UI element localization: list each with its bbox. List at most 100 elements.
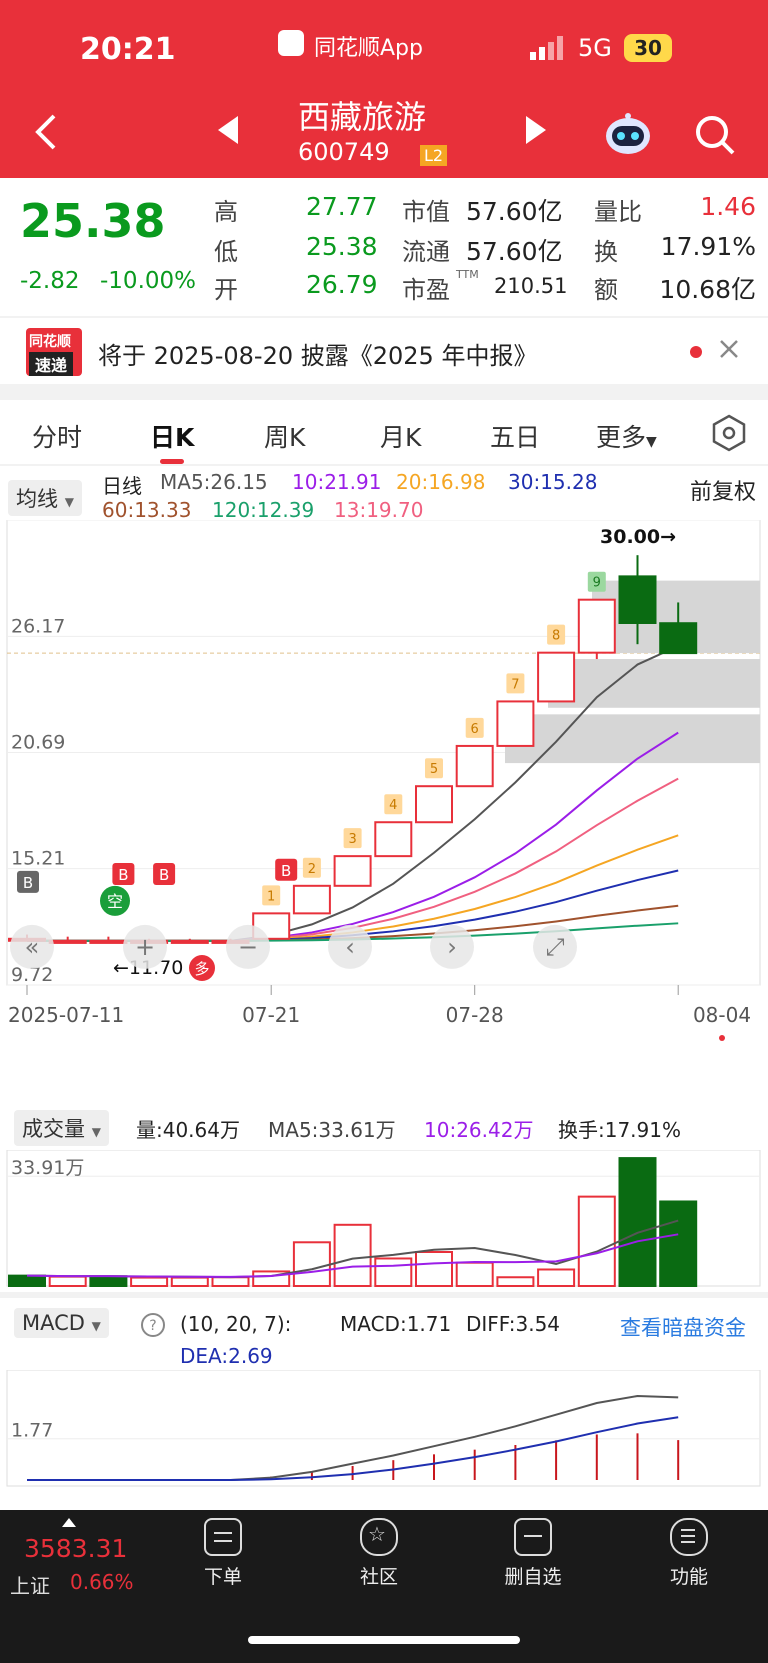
dark-pool-link[interactable]: 查看暗盘资金 [620,1316,746,1340]
period-tabs: 分时 日K 周K 月K 五日 更多▼ [0,400,768,464]
ma30-value: 30:15.28 [508,470,598,494]
x-tick-label: 08-04 [693,1003,751,1027]
chart-control-icon: ⤢ [545,933,564,961]
buy-marker-label: B [23,874,33,892]
dea-value: DEA:2.69 [180,1344,273,1368]
ma-selector[interactable]: 均线 ▼ [8,480,82,516]
hexagon-settings-icon[interactable] [710,414,748,456]
streak-marker [506,673,525,694]
close-icon[interactable] [718,338,740,364]
x-tick-label: 2025-07-11 [8,1003,124,1027]
ma-period: 日线 [102,474,142,498]
candle-body [577,598,616,654]
nav-community[interactable]: ☆ 社区 [324,1518,434,1589]
tab-more[interactable]: 更多▼ [596,423,657,452]
volume-selector[interactable]: 成交量 ▼ [14,1110,109,1146]
tab-weekly-k[interactable]: 周K [264,423,306,452]
back-icon[interactable] [32,112,58,156]
app-name: 同花顺App [314,36,423,61]
chart-control-icon: › [447,933,457,961]
turnover-label: 换 [594,238,618,266]
volume-bar [415,1251,453,1287]
macd-chart[interactable]: 1.77 [0,1370,768,1490]
tab-daily-k[interactable]: 日K [150,423,195,452]
volume-ma10-line [26,1233,679,1278]
svg-text:?: ? [149,1318,156,1334]
signal-icon [530,36,566,60]
float-label: 流通 [402,238,450,266]
y-tick-label: 15.21 [11,848,65,870]
nav-remove-watchlist[interactable]: 删自选 [478,1518,588,1589]
status-time: 20:21 [80,32,176,67]
tab-active-indicator [160,459,184,464]
menu-icon [670,1518,708,1556]
streak-label: 3 [348,832,356,847]
community-icon: ☆ [360,1518,398,1556]
y-tick-label: 9.72 [11,964,53,986]
notice-bar[interactable]: 同花顺 速递 将于 2025-08-20 披露《2025 年中报》 [0,318,768,384]
candle-body [415,785,453,824]
ma120-value: 120:12.39 [212,498,315,522]
float-value: 57.60亿 [466,237,563,266]
next-stock-icon[interactable] [526,116,546,148]
stock-code: 600749 [298,138,390,166]
order-icon [204,1518,242,1556]
chip-distribution-box [548,659,760,708]
nav-functions[interactable]: 功能 [634,1518,744,1589]
chart-control-button [533,924,577,969]
robot-icon[interactable] [604,112,652,160]
tab-five-day[interactable]: 五日 [490,423,541,452]
volume-bar [292,1241,331,1287]
chart-control-icon: ‹ [345,933,355,961]
buy-marker [17,870,39,893]
streak-marker [343,828,362,849]
streak-marker [587,571,606,592]
macd-value: MACD:1.71 [340,1312,452,1336]
mcap-value: 57.60亿 [466,197,563,226]
y-tick-label: 20.69 [11,732,65,754]
ma13-value: 13:19.70 [334,498,424,522]
search-icon[interactable] [694,114,736,160]
chart-control-button [123,924,167,969]
divider [0,1292,768,1298]
open-label: 开 [214,276,238,304]
ma5-value: MA5:26.15 [160,470,268,494]
tab-intraday[interactable]: 分时 [32,423,83,452]
volume-bar [496,1276,535,1287]
streak-label: 2 [308,862,316,877]
kline-chart[interactable]: 31.66 26.17 20.69 15.21 9.72 1 2 3 4 5 6 7 8 9 30.00→ B… [0,520,768,1090]
nav-order[interactable]: 下单 [168,1518,278,1589]
caret-down-icon: ▼ [64,495,74,509]
notice-logo: 同花顺 速递 [26,328,82,376]
streak-label: 1 [267,889,275,904]
volume-bar [577,1195,616,1287]
pe-sup: TTM [456,268,479,281]
notice-unread-dot [690,346,702,358]
streak-label: 8 [552,629,560,644]
stock-name: 西藏旅游 [298,98,427,136]
volume-chart[interactable]: 33.91万 [0,1150,768,1290]
prev-stock-icon[interactable] [218,116,238,148]
bottom-nav: 3583.31 上证 0.66% 下单 ☆ 社区 删自选 功能 [0,1510,768,1663]
adjust-selector[interactable]: 前复权 [690,480,757,505]
candle-body [618,575,657,625]
help-circle-icon[interactable]: ? [140,1312,166,1342]
index-value[interactable]: 3583.31 [24,1534,128,1563]
macd-selector[interactable]: MACD ▼ [14,1308,109,1338]
chart-control-button [328,924,372,969]
chart-control-icon: « [25,933,40,961]
home-indicator [248,1636,520,1644]
volume-bar [130,1276,169,1288]
volume-ma5: MA5:33.61万 [268,1118,396,1142]
volume-value: 量:40.64万 [136,1118,240,1142]
tab-monthly-k[interactable]: 月K [380,423,422,452]
chart-control-button [430,924,474,969]
amount-label: 额 [594,276,618,304]
high-value: 27.77 [306,192,378,221]
short-marker-label: 空 [107,892,123,911]
plot-frame [6,1370,761,1487]
battery-icon: 30 [624,34,672,62]
x-tick-label: 07-21 [242,1003,300,1027]
volume-bar [8,1274,46,1287]
network-type: 5G [578,34,612,62]
